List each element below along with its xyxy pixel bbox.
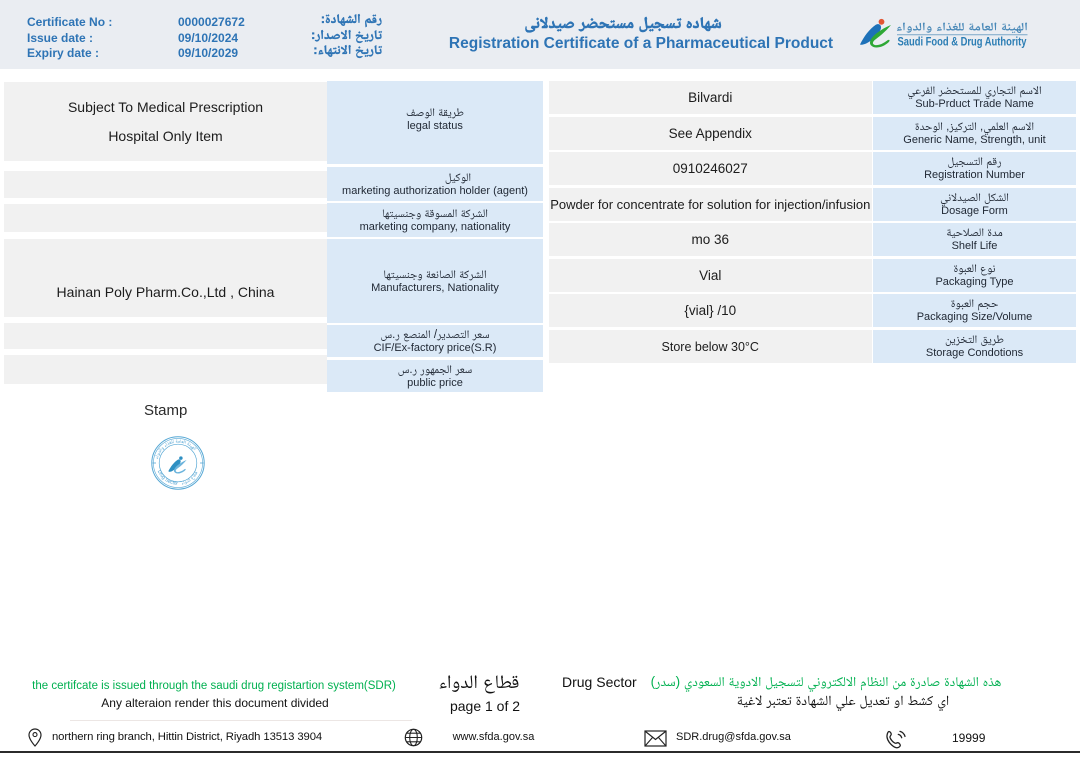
svg-text:Saudi Food & Drug Authority: Saudi Food & Drug Authority xyxy=(898,35,1027,49)
svg-text:الهيئة العامة للغذاء والدواء: الهيئة العامة للغذاء والدواء xyxy=(154,439,198,460)
svg-text:الهيئة العامة للغذاء والدواء: الهيئة العامة للغذاء والدواء xyxy=(896,22,1028,34)
